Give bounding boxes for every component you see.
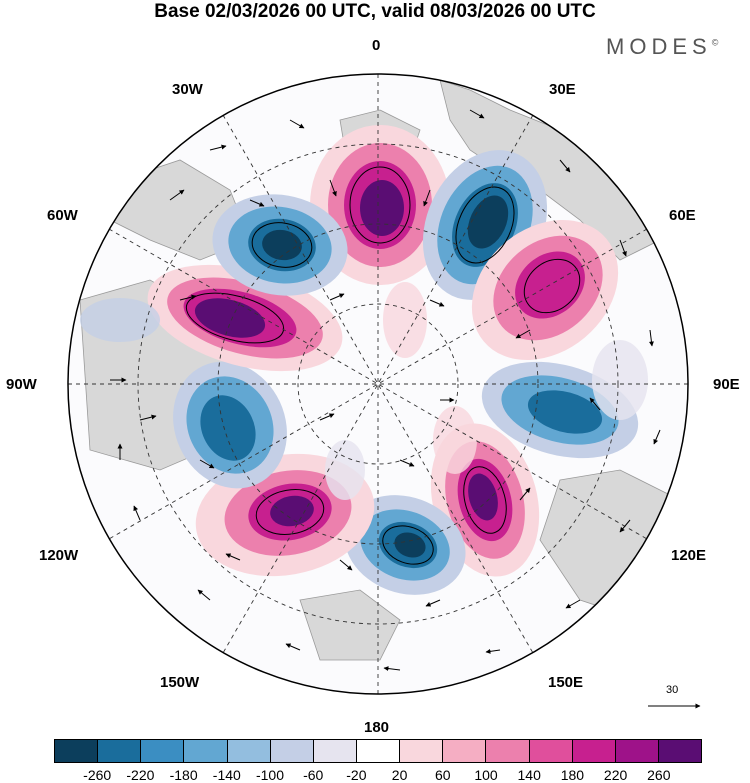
lon-label-120e: 120E: [671, 547, 707, 564]
map-border: [67, 73, 689, 695]
anomaly-negative-east: [481, 361, 639, 459]
colorbar-swatch: [312, 740, 356, 762]
geopotential-contours: [185, 166, 581, 565]
wind-vectors: [110, 109, 661, 672]
lon-label-60w: 60W: [47, 207, 78, 224]
colorbar-tick-label: 180: [560, 767, 585, 783]
colorbar-tick-label: -220: [126, 767, 155, 783]
lon-label-180: 180: [364, 719, 390, 736]
copyright-mark: ©: [711, 37, 719, 48]
colorbar-swatch: [657, 740, 702, 762]
lon-label-30w: 30W: [172, 81, 203, 98]
colorbar-swatch: [485, 740, 529, 762]
colorbar-tick-label: 60: [435, 767, 451, 783]
colorbar-swatch: [140, 740, 184, 762]
lon-label-90e: 90E: [713, 376, 740, 393]
colorbar-swatch: [183, 740, 227, 762]
map-title: Base 02/03/2026 00 UTC, valid 08/03/2026…: [154, 1, 596, 22]
colorbar-tick-label: 220: [603, 767, 628, 783]
anomaly-negative-northwest: [212, 194, 348, 296]
colorbar-tick-label: 140: [517, 767, 541, 783]
colorbar: [54, 739, 702, 763]
colorbar-swatch: [355, 740, 400, 762]
colorbar-swatch: [55, 740, 98, 762]
colorbar-swatch: [226, 740, 270, 762]
anomaly-field: [80, 125, 648, 595]
colorbar-tick-label: -20: [346, 767, 367, 783]
colorbar-tick-label: -60: [303, 767, 324, 783]
anomaly-weak-centre: [80, 282, 648, 500]
reference-vector-label: 30: [666, 684, 679, 696]
colorbar-swatch: [97, 740, 141, 762]
brand-name: MODES: [606, 34, 712, 59]
lon-label-90w: 90W: [6, 376, 37, 393]
colorbar-swatch: [399, 740, 443, 762]
colorbar-tick-label: -180: [169, 767, 198, 783]
anomaly-positive-east: [471, 219, 619, 361]
lon-label-0: 0: [372, 37, 381, 54]
colorbar-swatch: [528, 740, 572, 762]
lon-label-60e: 60E: [669, 207, 696, 224]
colorbar-tick-label: -140: [212, 767, 241, 783]
lon-label-120w: 120W: [39, 547, 79, 564]
colorbar-swatch: [442, 740, 486, 762]
lon-label-150w: 150W: [160, 674, 200, 691]
brand-logo: MODES©: [606, 34, 718, 60]
colorbar-swatch: [614, 740, 658, 762]
colorbar-tick-label: 260: [647, 767, 671, 783]
land-alaska: [299, 589, 401, 661]
colorbar-swatch: [269, 740, 313, 762]
colorbar-tick-label: -100: [255, 767, 285, 783]
lon-label-150e: 150E: [548, 674, 584, 691]
anomaly-negative-south: [344, 495, 466, 595]
colorbar-tick-label: -260: [83, 767, 112, 783]
land-eurasia: [439, 79, 661, 261]
graticule: [68, 74, 688, 694]
colorbar-swatch: [571, 740, 615, 762]
lon-label-30e: 30E: [549, 81, 576, 98]
colorbar-tick-label: 20: [391, 767, 408, 783]
anomaly-negative-west: [173, 361, 287, 489]
colorbar-tick-label: 100: [474, 767, 498, 783]
